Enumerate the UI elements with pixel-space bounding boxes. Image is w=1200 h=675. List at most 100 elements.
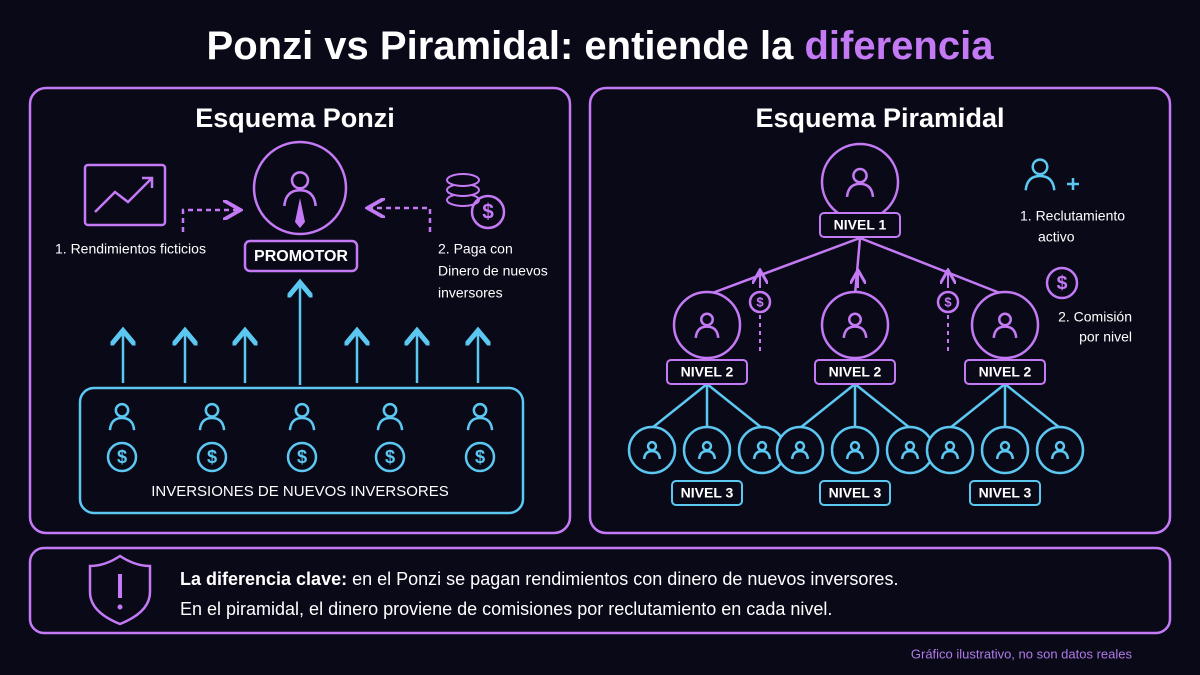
note-right: inversores [438, 285, 503, 301]
link [859, 236, 1006, 297]
person-body [198, 416, 226, 431]
person-head [382, 402, 398, 418]
level3-label-box [969, 480, 1041, 506]
investors-box [78, 386, 525, 515]
dollar-icon [936, 290, 960, 314]
dollar-sign: $ [475, 447, 485, 467]
investors-label: INVERSIONES DE NUEVOS INVERSORES [151, 483, 449, 500]
tie [295, 198, 305, 228]
title-highlight: diferencia [805, 24, 995, 68]
footer-text: en el Ponzi se pagan rendimientos con di… [352, 569, 898, 589]
person-body [1050, 449, 1070, 460]
note-recruit: 1. Reclutamiento [1020, 208, 1125, 224]
dollar-sign: $ [297, 447, 307, 467]
dollar-sign: $ [944, 294, 952, 309]
level3-label-box [819, 480, 891, 506]
title: Ponzi vs Piramidal: entiende la diferenc… [207, 24, 995, 68]
title-main: Ponzi vs Piramidal: entiende la [207, 24, 795, 68]
promoter-label: PROMOTOR [254, 248, 348, 265]
person-body [376, 416, 404, 431]
dollar-sign: $ [117, 447, 127, 467]
dollar-sign: $ [482, 201, 494, 224]
dollar-icon [286, 441, 318, 473]
dollar-icon [196, 441, 228, 473]
ponzi-panel [28, 86, 572, 535]
link [1004, 383, 1061, 429]
footer-bold: La diferencia clave: [180, 569, 347, 589]
note-commission: por nivel [1079, 329, 1132, 345]
chart-icon-line [94, 176, 154, 213]
person-body [694, 325, 720, 339]
person-head [848, 312, 862, 327]
pyramid-panel [588, 86, 1172, 535]
person-body [992, 325, 1018, 339]
person-head [700, 312, 714, 327]
person-body [790, 449, 810, 460]
level1-label-box [819, 212, 901, 238]
dollar-sign: $ [207, 447, 217, 467]
level3-label-box [671, 480, 743, 506]
person-head [998, 312, 1012, 327]
person-body [288, 416, 316, 431]
dashed-arrow [181, 210, 238, 232]
level3-label: NIVEL 3 [829, 485, 882, 501]
person-head [290, 171, 310, 190]
level1-label: NIVEL 1 [834, 217, 887, 233]
level2-label-box [666, 359, 748, 385]
level2-label: NIVEL 2 [829, 364, 882, 380]
level3-label: NIVEL 3 [979, 485, 1032, 501]
pyramid-title: Esquema Piramidal [755, 103, 1004, 133]
dollar-icon [374, 441, 406, 473]
plus [1067, 178, 1079, 190]
dollar-sign: $ [756, 294, 764, 309]
dollar-icon [106, 441, 138, 473]
person-body [995, 449, 1015, 460]
person-body [1024, 174, 1056, 191]
link [706, 383, 763, 429]
coin [446, 173, 480, 187]
link [651, 383, 708, 429]
dollar-sign: $ [385, 447, 395, 467]
person-body [752, 449, 772, 460]
ponzi-title: Esquema Ponzi [195, 103, 395, 133]
person-body [108, 416, 136, 431]
shield-icon [88, 554, 152, 626]
person-head [852, 167, 868, 184]
dollar-icon [470, 194, 506, 230]
level2-label: NIVEL 2 [681, 364, 734, 380]
note-right: Dinero de nuevos [438, 263, 548, 279]
dollar-icon [1045, 266, 1079, 300]
note-recruit: activo [1038, 229, 1075, 245]
dashed-arrow [370, 208, 432, 232]
source-note: Gráfico ilustrativo, no son datos reales [911, 646, 1133, 661]
note-left: 1. Rendimientos ficticios [55, 241, 206, 257]
link [949, 383, 1006, 429]
person-body [697, 449, 717, 460]
person-body [900, 449, 920, 460]
level2-label: NIVEL 2 [979, 364, 1032, 380]
promoter-box [243, 239, 359, 273]
person-body [642, 449, 662, 460]
link [854, 383, 911, 429]
dollar-sign: $ [1057, 272, 1068, 294]
person-body [466, 416, 494, 431]
link [706, 236, 861, 297]
footer-line: En el piramidal, el dinero proviene de c… [180, 599, 832, 619]
note-commission: 2. Comisión [1058, 309, 1132, 325]
person-head [114, 402, 130, 418]
person-body [845, 449, 865, 460]
dollar-icon [464, 441, 496, 473]
person-head [294, 402, 310, 418]
link [853, 237, 862, 296]
shield-dot [117, 604, 123, 610]
level2-label-box [964, 359, 1046, 385]
person-body [940, 449, 960, 460]
footer-line: La diferencia clave: en el Ponzi se paga… [180, 569, 898, 589]
level2-label-box [814, 359, 896, 385]
note-right: 2. Paga con [438, 241, 513, 257]
link [799, 383, 856, 429]
person-body [283, 189, 317, 207]
dollar-icon [748, 290, 772, 314]
person-body [845, 182, 875, 198]
